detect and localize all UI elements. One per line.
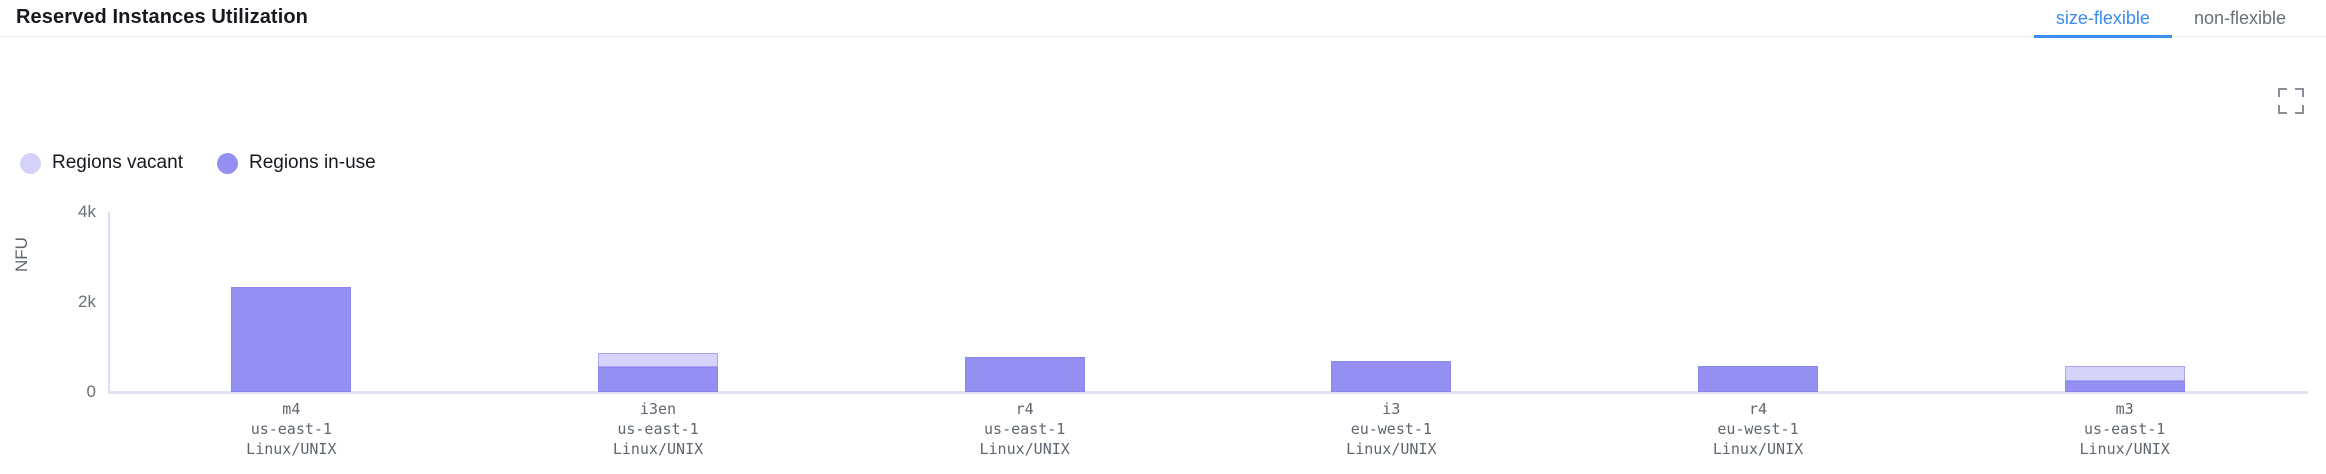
bar-segment-regions-in-use[interactable] bbox=[598, 367, 718, 392]
tab-size-flexible[interactable]: size-flexible bbox=[2033, 0, 2172, 38]
chart-legend: Regions vacant Regions in-use bbox=[20, 152, 376, 174]
bar-segment-regions-in-use[interactable] bbox=[964, 356, 1085, 392]
x-axis-line bbox=[108, 391, 2308, 394]
x-axis-label-line: us-east-1 bbox=[250, 420, 332, 438]
bar-segment-regions-in-use[interactable] bbox=[1698, 365, 1818, 392]
bar-group[interactable] bbox=[2064, 366, 2185, 392]
x-axis-label-line: us-east-1 bbox=[617, 420, 699, 438]
x-axis-label-line: i3en bbox=[639, 400, 677, 418]
x-axis-label-line: Linux/UNIX bbox=[612, 440, 704, 458]
y-axis-title: NFU bbox=[12, 237, 31, 272]
y-axis-tick: 4k bbox=[78, 202, 96, 221]
y-axis-tick: 2k bbox=[78, 292, 96, 311]
x-axis-label-line: Linux/UNIX bbox=[1712, 440, 1804, 458]
x-axis-label-line: r4 bbox=[1015, 400, 1034, 418]
x-axis-label: i3en us-east-1 Linux/UNIX bbox=[475, 399, 842, 459]
bar-segment-regions-in-use[interactable] bbox=[1331, 360, 1452, 392]
bar-group[interactable] bbox=[231, 287, 352, 392]
legend-item-regions-in-use[interactable]: Regions in-use bbox=[216, 152, 376, 174]
tab-size-flexible-label: size-flexible bbox=[2055, 8, 2150, 28]
bar-group[interactable] bbox=[598, 353, 718, 392]
expand-corner-bottom-left bbox=[2278, 105, 2287, 114]
bar-segment-regions-in-use[interactable] bbox=[231, 287, 352, 392]
x-axis-label-line: Linux/UNIX bbox=[246, 440, 337, 458]
bar-segment-regions-vacant[interactable] bbox=[598, 353, 718, 368]
legend-swatch-regions-vacant bbox=[20, 152, 41, 174]
tab-non-flexible[interactable]: non-flexible bbox=[2172, 0, 2308, 37]
legend-label-regions-in-use: Regions in-use bbox=[248, 152, 376, 173]
x-axis-label-line: eu-west-1 bbox=[1350, 420, 1432, 438]
x-axis-label-line: m4 bbox=[282, 400, 301, 418]
bar-segment-regions-in-use[interactable] bbox=[2064, 380, 2185, 392]
x-axis-label: m3 us-east-1 Linux/UNIX bbox=[1941, 399, 2308, 459]
x-axis-label: i3 eu-west-1 Linux/UNIX bbox=[1208, 399, 1575, 459]
bar-group[interactable] bbox=[1331, 360, 1452, 392]
legend-label-regions-vacant: Regions vacant bbox=[52, 152, 183, 173]
page-title: Reserved Instances Utilization bbox=[16, 6, 308, 28]
tab-list: size-flexible non-flexible bbox=[2033, 0, 2308, 38]
legend-item-regions-vacant[interactable]: Regions vacant bbox=[20, 152, 183, 174]
y-axis-line bbox=[108, 212, 110, 393]
panel-header: Reserved Instances Utilization size-flex… bbox=[0, 0, 2326, 38]
bar-group[interactable] bbox=[964, 356, 1085, 392]
x-axis-label-line: Linux/UNIX bbox=[979, 440, 1070, 458]
tab-non-flexible-label: non-flexible bbox=[2193, 8, 2286, 28]
expand-corner-bottom-right bbox=[2295, 105, 2304, 114]
x-axis-label: m4 us-east-1 Linux/UNIX bbox=[108, 399, 475, 459]
expand-corner-top-left bbox=[2278, 88, 2287, 97]
plot-area: 0 2k 4k bbox=[78, 202, 2308, 401]
x-axis-label-line: us-east-1 bbox=[984, 420, 1066, 438]
x-axis-label-line: m3 bbox=[2115, 400, 2134, 418]
x-axis-label-line: eu-west-1 bbox=[1717, 420, 1799, 438]
x-axis-label: r4 us-east-1 Linux/UNIX bbox=[841, 399, 1208, 459]
bar-group[interactable] bbox=[1698, 365, 1818, 392]
bar-segment-regions-vacant[interactable] bbox=[2064, 366, 2185, 381]
legend-swatch-regions-in-use bbox=[216, 152, 238, 174]
x-axis-label-line: i3 bbox=[1382, 400, 1401, 418]
expand-corner-top-right bbox=[2295, 88, 2304, 97]
x-axis-label-line: Linux/UNIX bbox=[1346, 440, 1437, 458]
x-axis-label-line: r4 bbox=[1748, 400, 1768, 418]
expand-fullscreen-icon[interactable] bbox=[2278, 88, 2304, 114]
x-axis-labels: m4 us-east-1 Linux/UNIX i3en us-east-1 Linux/… bbox=[108, 399, 2308, 469]
x-axis-label-line: us-east-1 bbox=[2084, 420, 2166, 438]
x-axis-label-line: Linux/UNIX bbox=[2079, 440, 2170, 458]
x-axis-label: r4 eu-west-1 Linux/UNIX bbox=[1575, 399, 1942, 459]
y-axis-tick: 0 bbox=[86, 382, 96, 401]
